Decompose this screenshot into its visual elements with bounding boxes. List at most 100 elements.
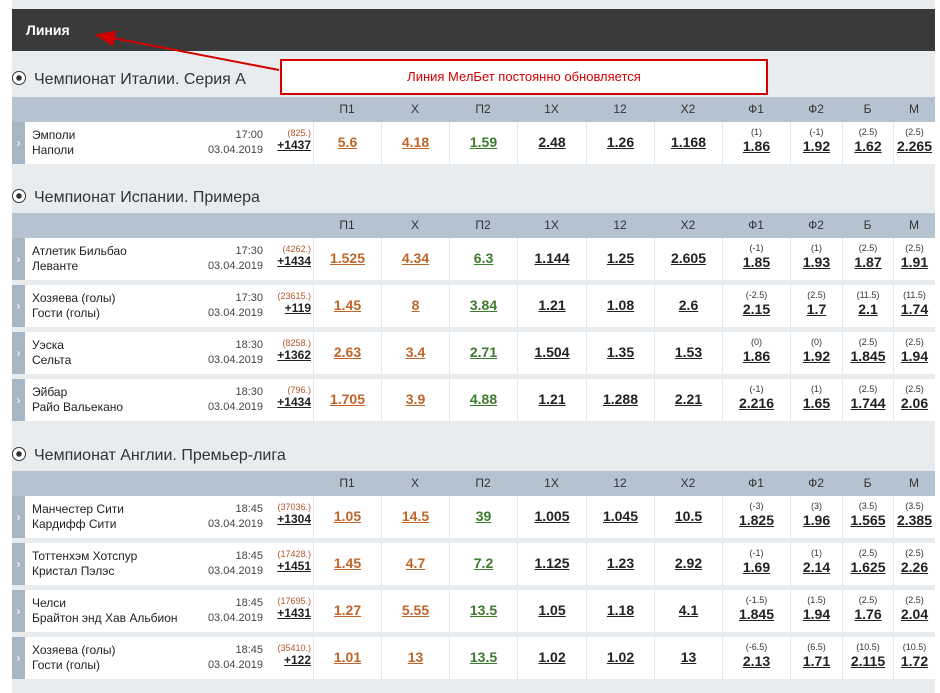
handicap-cell-f1[interactable]: (-2.5) 2.15 — [722, 285, 790, 327]
odd-value[interactable]: 1.02 — [538, 649, 566, 665]
odd-value[interactable]: 39 — [475, 508, 492, 524]
odd-value[interactable]: 2.115 — [850, 653, 886, 669]
teams[interactable]: Эмполи Наполи — [32, 128, 75, 158]
expand-arrow-icon[interactable]: › — [12, 285, 25, 327]
odd-value[interactable]: 2.04 — [900, 606, 929, 622]
handicap-cell-f2[interactable]: (1) 2.14 — [790, 543, 842, 585]
handicap-cell-m[interactable]: (2.5) 2.04 — [893, 590, 935, 632]
odd-value[interactable]: 1.565 — [850, 512, 886, 528]
odd-value[interactable]: 13.5 — [469, 649, 498, 665]
match-row[interactable]: › Уэска Сельта 18:30 03.04.2019 (8258.) +1362 2… — [12, 332, 935, 374]
more-markets[interactable]: (17695.) +1431 — [275, 596, 311, 620]
more-markets-link[interactable]: +1434 — [277, 254, 311, 268]
more-markets-link[interactable]: +1362 — [277, 348, 311, 362]
expand-arrow-icon[interactable]: › — [12, 238, 25, 280]
odd-value[interactable]: 2.92 — [674, 555, 703, 571]
match-row[interactable]: › Атлетик Бильбао Леванте 17:30 03.04.2019 (4… — [12, 238, 935, 280]
odd-cell-2[interactable]: 6.3 — [449, 238, 517, 280]
handicap-cell-f2[interactable]: (6.5) 1.71 — [790, 637, 842, 679]
odd-cell-0[interactable]: 5.6 — [313, 122, 381, 164]
odd-cell-5[interactable]: 1.168 — [654, 122, 722, 164]
handicap-cell-f2[interactable]: (3) 1.96 — [790, 496, 842, 538]
handicap-cell-m[interactable]: (2.5) 2.06 — [893, 379, 935, 421]
more-markets-link[interactable]: +1437 — [277, 138, 311, 152]
odd-value[interactable]: 4.34 — [401, 250, 430, 266]
odd-cell-2[interactable]: 39 — [449, 496, 517, 538]
odd-value[interactable]: 1.288 — [602, 391, 639, 407]
handicap-cell-f2[interactable]: (1) 1.65 — [790, 379, 842, 421]
odd-value[interactable]: 1.705 — [329, 391, 366, 407]
odd-value[interactable]: 1.92 — [802, 348, 831, 364]
match-row[interactable]: › Эйбар Райо Вальекано 18:30 03.04.2019 (796.… — [12, 379, 935, 421]
more-markets-link[interactable]: +1304 — [277, 512, 311, 526]
handicap-cell-f1[interactable]: (-1) 1.85 — [722, 238, 790, 280]
handicap-cell-b[interactable]: (2.5) 1.87 — [842, 238, 893, 280]
odd-cell-5[interactable]: 2.92 — [654, 543, 722, 585]
odd-value[interactable]: 13.5 — [469, 602, 498, 618]
match-row[interactable]: › Эмполи Наполи 17:00 03.04.2019 (825.) +1437 5… — [12, 122, 935, 164]
expand-arrow-icon[interactable]: › — [12, 637, 25, 679]
handicap-cell-b[interactable]: (11.5) 2.1 — [842, 285, 893, 327]
match-row[interactable]: › Хозяева (голы) Гости (голы) 17:30 03.04.20… — [12, 285, 935, 327]
odd-value[interactable]: 4.1 — [678, 602, 699, 618]
odd-cell-1[interactable]: 13 — [381, 637, 449, 679]
odd-cell-5[interactable]: 10.5 — [654, 496, 722, 538]
odd-cell-0[interactable]: 1.525 — [313, 238, 381, 280]
more-markets[interactable]: (825.) +1437 — [275, 128, 311, 152]
teams[interactable]: Хозяева (голы) Гости (голы) — [32, 291, 115, 321]
odd-cell-0[interactable]: 1.05 — [313, 496, 381, 538]
odd-value[interactable]: 2.385 — [896, 512, 933, 528]
odd-value[interactable]: 3.84 — [469, 297, 498, 313]
handicap-cell-b[interactable]: (2.5) 1.845 — [842, 332, 893, 374]
odd-value[interactable]: 1.85 — [742, 254, 771, 270]
odd-cell-0[interactable]: 2.63 — [313, 332, 381, 374]
more-markets-link[interactable]: +119 — [284, 301, 311, 315]
odd-value[interactable]: 10.5 — [674, 508, 703, 524]
expand-arrow-icon[interactable]: › — [12, 332, 25, 374]
odd-value[interactable]: 1.845 — [738, 606, 775, 622]
odd-cell-4[interactable]: 1.26 — [586, 122, 654, 164]
odd-value[interactable]: 1.93 — [802, 254, 831, 270]
more-markets[interactable]: (4262.) +1434 — [275, 244, 311, 268]
odd-value[interactable]: 1.27 — [333, 602, 362, 618]
odd-value[interactable]: 1.05 — [333, 508, 362, 524]
odd-value[interactable]: 2.15 — [742, 301, 771, 317]
odd-value[interactable]: 2.605 — [670, 250, 707, 266]
expand-arrow-icon[interactable]: › — [12, 590, 25, 632]
odd-value[interactable]: 1.72 — [900, 653, 929, 669]
handicap-cell-b[interactable]: (2.5) 1.625 — [842, 543, 893, 585]
handicap-cell-f2[interactable]: (-1) 1.92 — [790, 122, 842, 164]
odd-value[interactable]: 1.86 — [742, 138, 771, 154]
odd-value[interactable]: 1.69 — [742, 559, 771, 575]
odd-cell-5[interactable]: 2.605 — [654, 238, 722, 280]
more-markets[interactable]: (796.) +1434 — [275, 385, 311, 409]
odd-cell-1[interactable]: 3.4 — [381, 332, 449, 374]
odd-value[interactable]: 1.94 — [900, 348, 929, 364]
odd-cell-4[interactable]: 1.35 — [586, 332, 654, 374]
odd-value[interactable]: 1.045 — [602, 508, 639, 524]
odd-cell-0[interactable]: 1.45 — [313, 543, 381, 585]
handicap-cell-f2[interactable]: (2.5) 1.7 — [790, 285, 842, 327]
odd-value[interactable]: 5.6 — [337, 134, 358, 150]
handicap-cell-m[interactable]: (10.5) 1.72 — [893, 637, 935, 679]
odd-value[interactable]: 1.45 — [333, 297, 362, 313]
odd-value[interactable]: 2.14 — [802, 559, 831, 575]
handicap-cell-m[interactable]: (11.5) 1.74 — [893, 285, 935, 327]
expand-arrow-icon[interactable]: › — [12, 122, 25, 164]
odd-value[interactable]: 1.45 — [333, 555, 362, 571]
odd-cell-4[interactable]: 1.23 — [586, 543, 654, 585]
odd-cell-4[interactable]: 1.045 — [586, 496, 654, 538]
handicap-cell-f1[interactable]: (-1) 1.69 — [722, 543, 790, 585]
odd-value[interactable]: 1.168 — [670, 134, 707, 150]
odd-value[interactable]: 1.92 — [802, 138, 831, 154]
odd-cell-5[interactable]: 13 — [654, 637, 722, 679]
odd-value[interactable]: 1.76 — [854, 606, 882, 622]
odd-cell-4[interactable]: 1.288 — [586, 379, 654, 421]
more-markets-link[interactable]: +1431 — [277, 606, 311, 620]
handicap-cell-b[interactable]: (3.5) 1.565 — [842, 496, 893, 538]
more-markets[interactable]: (37036.) +1304 — [275, 502, 311, 526]
handicap-cell-b[interactable]: (10.5) 2.115 — [842, 637, 893, 679]
odd-value[interactable]: 3.4 — [405, 344, 426, 360]
more-markets[interactable]: (17428.) +1451 — [275, 549, 311, 573]
expand-arrow-icon[interactable]: › — [12, 379, 25, 421]
